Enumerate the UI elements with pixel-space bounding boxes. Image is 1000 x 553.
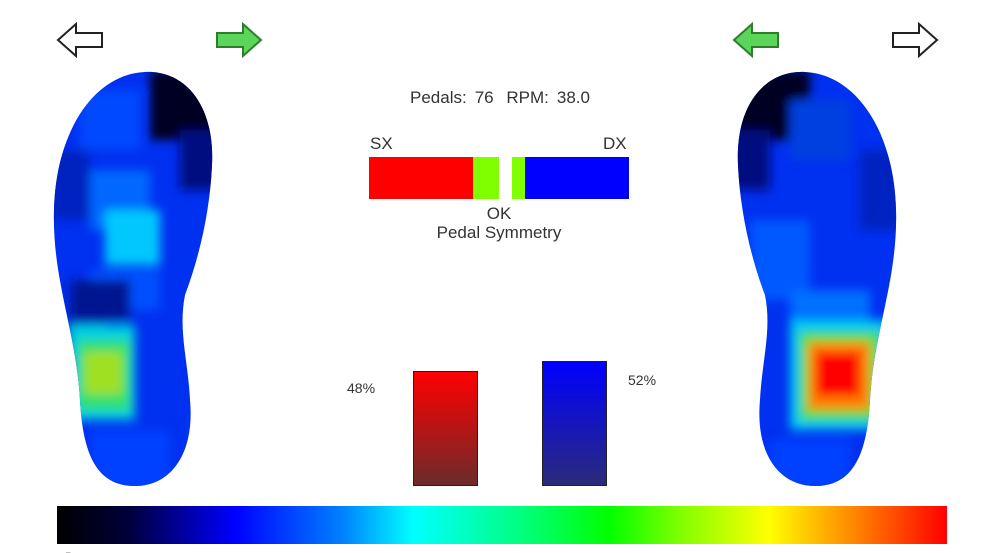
symmetry-caption: Pedal Symmetry bbox=[436, 223, 562, 242]
symmetry-segment-red bbox=[369, 157, 473, 199]
arrow-left-green-icon bbox=[732, 22, 779, 58]
pedals-value: 76 bbox=[474, 88, 494, 107]
right-back-arrow-button[interactable] bbox=[732, 22, 780, 58]
rpm-label: RPM: bbox=[506, 88, 549, 107]
right-foot-heatmap bbox=[737, 71, 897, 487]
symmetry-status: OK bbox=[486, 204, 512, 223]
symmetry-segment-blue bbox=[525, 157, 629, 199]
symmetry-left-label: SX bbox=[370, 134, 393, 153]
right-distribution-bar bbox=[542, 361, 607, 486]
right-forward-arrow-button[interactable] bbox=[891, 22, 939, 58]
left-foot-heatmap bbox=[53, 71, 213, 487]
arrow-right-green-icon bbox=[216, 22, 263, 58]
arrow-left-outline-icon bbox=[56, 22, 103, 58]
left-distribution-bar bbox=[413, 370, 478, 486]
symmetry-segment-green-right bbox=[512, 157, 525, 199]
pressure-color-scale bbox=[57, 506, 947, 544]
left-back-arrow-button[interactable] bbox=[56, 22, 104, 58]
pedal-stats: Pedals: 76 RPM: 38.0 bbox=[0, 88, 1000, 108]
left-percent-label: 48% bbox=[347, 380, 376, 396]
right-percent-label: 52% bbox=[628, 372, 657, 388]
pedals-label: Pedals: bbox=[410, 88, 467, 107]
scale-tick-mark: _ bbox=[66, 544, 71, 553]
left-forward-arrow-button[interactable] bbox=[215, 22, 263, 58]
symmetry-bar bbox=[369, 157, 629, 199]
symmetry-segment-center bbox=[499, 157, 512, 199]
rpm-value: 38.0 bbox=[556, 88, 590, 107]
symmetry-right-label: DX bbox=[603, 134, 627, 153]
arrow-right-outline-icon bbox=[892, 22, 939, 58]
symmetry-segment-green-left bbox=[473, 157, 499, 199]
